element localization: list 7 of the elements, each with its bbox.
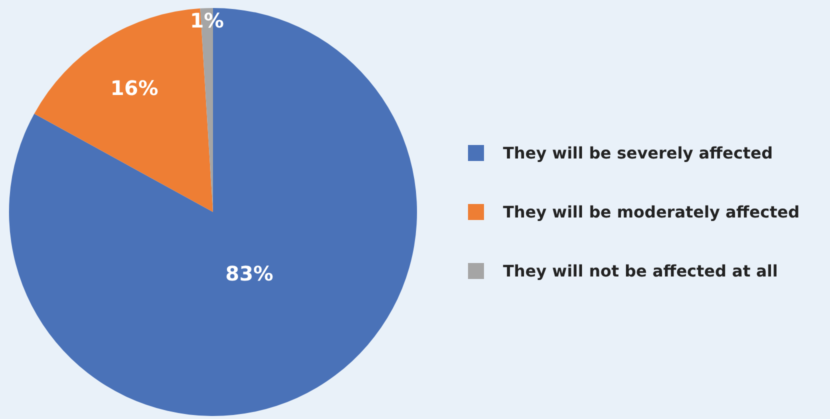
legend-label: They will be moderately affected [503,202,800,222]
legend-label: They will be severely affected [503,144,773,163]
pie-slice [9,8,417,416]
data-label: 1% [190,8,224,32]
data-label: 16% [110,76,158,100]
legend-label: They will not be affected at all [503,262,778,281]
data-label: 83% [225,261,274,286]
